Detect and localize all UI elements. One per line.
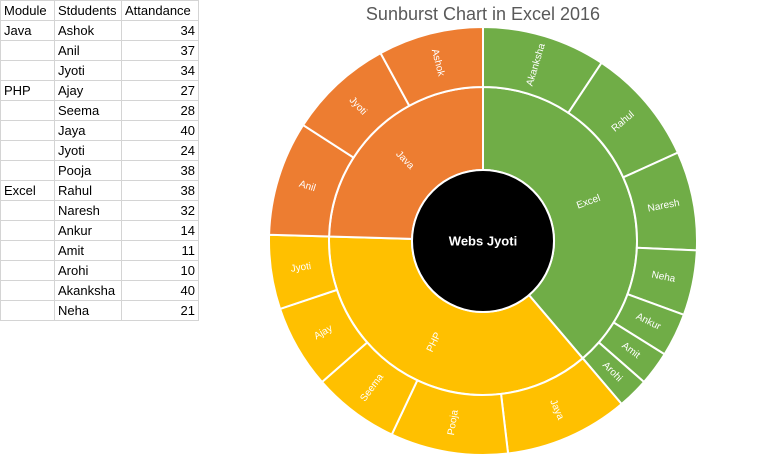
- attendance-cell[interactable]: 21: [121, 300, 199, 321]
- student-label-java-anil: Anil: [298, 179, 317, 194]
- student-cell[interactable]: Neha: [54, 300, 122, 321]
- chart-title: Sunburst Chart in Excel 2016: [365, 4, 601, 24]
- attendance-cell[interactable]: 34: [121, 60, 199, 81]
- table-row: Pooja 38: [0, 160, 199, 181]
- table-row: PHP Ajay 27: [0, 80, 199, 101]
- center-label: Webs Jyoti: [449, 234, 517, 249]
- data-table: Module Stdudents Attandance Java Ashok 34 A…: [0, 0, 199, 321]
- attendance-cell[interactable]: 24: [121, 140, 199, 161]
- table-row: Neha 21: [0, 300, 199, 321]
- student-cell[interactable]: Jyoti: [54, 60, 122, 81]
- table-body: Java Ashok 34 Anil 37 Jyoti 34 PHP Ajay 27 Seema 28…: [0, 20, 199, 321]
- attendance-cell[interactable]: 27: [121, 80, 199, 101]
- student-cell[interactable]: Ashok: [54, 20, 122, 41]
- student-label-php-jyoti: Jyoti: [290, 261, 312, 275]
- attendance-cell[interactable]: 28: [121, 100, 199, 121]
- module-cell[interactable]: Excel: [0, 180, 55, 201]
- student-cell[interactable]: Ajay: [54, 80, 122, 101]
- table-row: Ankur 14: [0, 220, 199, 241]
- center-circle: [411, 169, 555, 313]
- table-row: Excel Rahul 38: [0, 180, 199, 201]
- table-row: Jyoti 34: [0, 60, 199, 81]
- student-segment-java-ashok: [379, 25, 484, 108]
- student-cell[interactable]: Anil: [54, 40, 122, 61]
- table-row: Java Ashok 34: [0, 20, 199, 41]
- student-label-php-pooja: Pooja: [446, 409, 461, 436]
- attendance-cell[interactable]: 38: [121, 180, 199, 201]
- table-row: Jyoti 24: [0, 140, 199, 161]
- table-row: Akanksha 40: [0, 280, 199, 301]
- attendance-cell[interactable]: 40: [121, 280, 199, 301]
- student-label-excel-neha: Neha: [651, 269, 677, 285]
- table-row: Seema 28: [0, 100, 199, 121]
